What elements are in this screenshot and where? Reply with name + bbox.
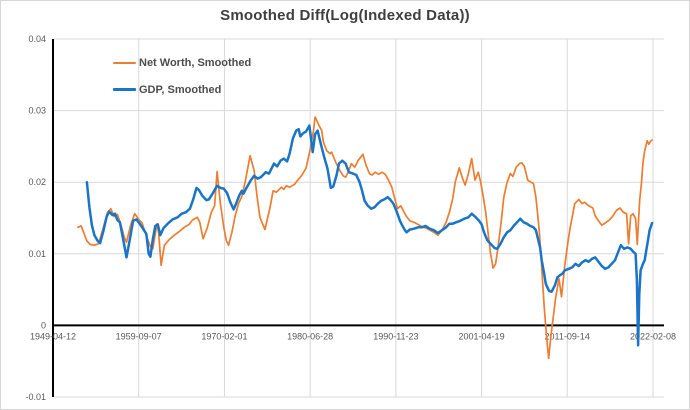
x-tick-label: 1990-11-23	[373, 331, 418, 341]
x-tick-label: 1949-04-12	[30, 331, 76, 341]
y-tick-label: 0.04	[28, 34, 46, 44]
legend-item-gdp: GDP, Smoothed	[113, 76, 251, 103]
x-tick-label: 1970-02-01	[201, 331, 247, 341]
legend-item-net-worth: Net Worth, Smoothed	[113, 49, 251, 76]
y-tick-label: 0	[41, 320, 46, 330]
legend-label-gdp: GDP, Smoothed	[139, 83, 222, 96]
x-tick-label: 1959-09-07	[116, 331, 162, 341]
y-tick-label: 0.01	[28, 249, 46, 259]
y-tick-label: 0.02	[28, 177, 46, 187]
y-tick-label: 0.03	[28, 106, 46, 116]
legend-label-net-worth: Net Worth, Smoothed	[139, 56, 252, 69]
x-tick-label: 1980-06-28	[287, 331, 333, 341]
chart-title: Smoothed Diff(Log(Indexed Data))	[220, 7, 470, 24]
legend: Net Worth, Smoothed GDP, Smoothed	[113, 49, 251, 103]
series-line-gdp	[85, 124, 654, 347]
gdp-line-swatch-icon	[113, 88, 136, 91]
net-worth-line-swatch-icon	[113, 61, 136, 64]
y-tick-label: -0.01	[25, 392, 46, 402]
series-line-net-worth	[77, 116, 653, 360]
x-tick-label: 2001-04-19	[459, 331, 505, 341]
x-tick-label: 2011-09-14	[545, 331, 590, 341]
x-tick-label: 2022-02-08	[630, 331, 676, 341]
